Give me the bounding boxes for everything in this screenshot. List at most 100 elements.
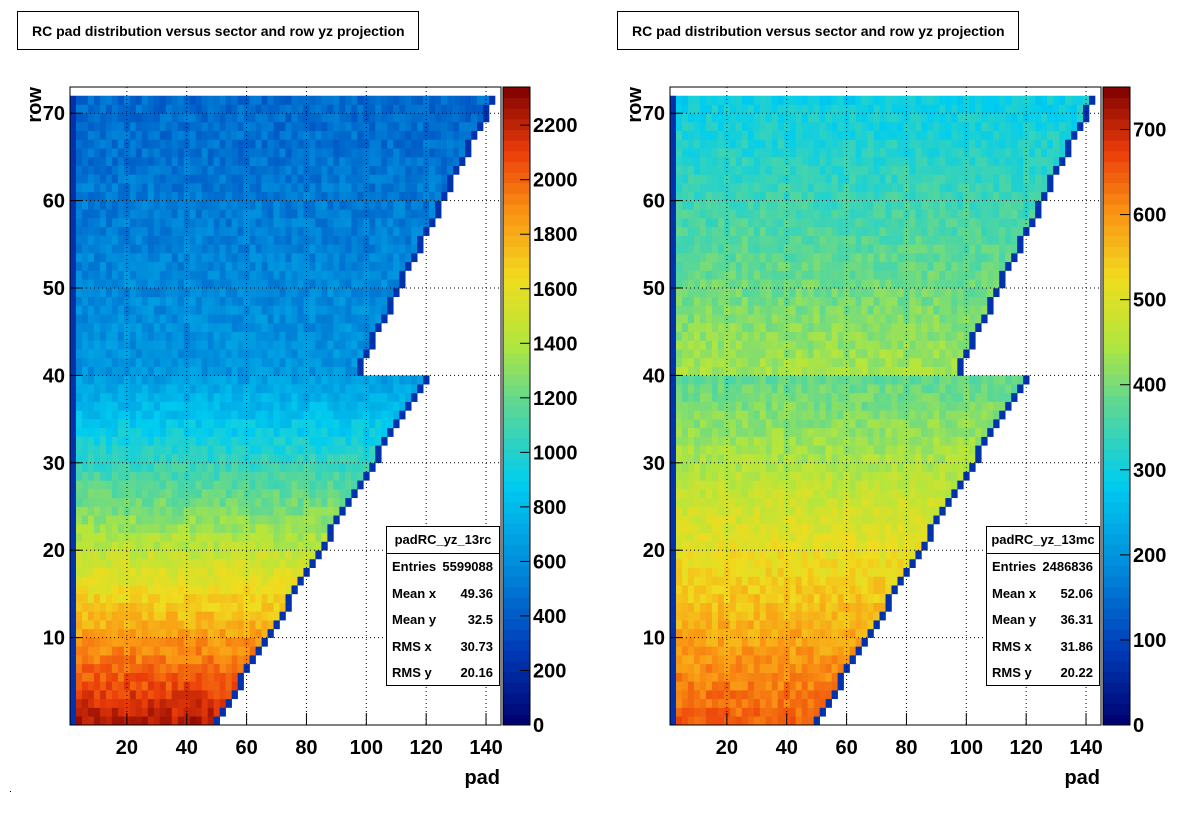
heatmap-cell [171, 331, 179, 341]
heatmap-cell [873, 532, 880, 542]
heatmap-cell [81, 366, 89, 376]
heatmap-cell [243, 174, 250, 184]
heatmap-cell [717, 637, 725, 647]
heatmap-cell [351, 279, 358, 289]
heatmap-cell [70, 515, 77, 525]
heatmap-cell [189, 567, 197, 577]
heatmap-cell [795, 628, 802, 638]
heatmap-cell [213, 165, 220, 175]
heatmap-cell [291, 270, 298, 280]
heatmap-cell [771, 690, 779, 700]
heatmap-cell [147, 480, 155, 490]
heatmap-cell [741, 480, 749, 490]
heatmap-cell [423, 156, 430, 166]
heatmap-cell [165, 567, 173, 577]
heatmap-cell [123, 663, 131, 673]
heatmap-cell [285, 558, 292, 568]
heatmap-cell [129, 104, 137, 114]
heatmap-cell [219, 663, 226, 673]
heatmap-cell [867, 489, 874, 499]
heatmap-cell [237, 375, 244, 385]
heatmap-cell [171, 541, 179, 551]
heatmap-cell [705, 611, 713, 621]
heatmap-cell [891, 550, 898, 560]
heatmap-cell [153, 165, 161, 175]
heatmap-cell [879, 593, 886, 603]
heatmap-cell [879, 489, 886, 499]
heatmap-cell [75, 331, 83, 341]
heatmap-cell [411, 104, 418, 114]
heatmap-cell [195, 655, 202, 665]
heatmap-cell [183, 567, 191, 577]
heatmap-cell [885, 567, 892, 577]
heatmap-cell [453, 156, 460, 166]
heatmap-cell [159, 174, 167, 184]
heatmap-cell [153, 410, 161, 420]
heatmap-cell [123, 314, 131, 324]
heatmap-cell [273, 121, 280, 131]
heatmap-cell [477, 113, 484, 123]
heatmap-cell [363, 296, 370, 306]
heatmap-cell [195, 462, 202, 472]
heatmap-cell [747, 480, 755, 490]
heatmap-cell [147, 698, 155, 708]
heatmap-cell [670, 445, 677, 455]
heatmap-cell [105, 550, 113, 560]
heatmap-cell [843, 593, 850, 603]
heatmap-cell [75, 244, 83, 254]
heatmap-cell [363, 454, 370, 464]
heatmap-cell [351, 445, 358, 455]
heatmap-cell [141, 200, 149, 210]
heatmap-cell [735, 471, 743, 481]
heatmap-cell [279, 139, 286, 149]
heatmap-cell [927, 532, 934, 542]
heatmap-cell [675, 628, 683, 638]
heatmap-cell [147, 532, 155, 542]
heatmap-cell [75, 253, 83, 263]
heatmap-cell [129, 489, 137, 499]
heatmap-cell [117, 585, 125, 595]
heatmap-cell [159, 611, 167, 621]
heatmap-cell [249, 611, 256, 621]
heatmap-cell [705, 681, 713, 691]
heatmap-cell [765, 593, 773, 603]
heatmap-cell [183, 174, 191, 184]
heatmap-cell [291, 366, 298, 376]
heatmap-cell [237, 445, 244, 455]
heatmap-cell [261, 585, 268, 595]
heatmap-cell [405, 130, 412, 140]
heatmap-cell [81, 139, 89, 149]
heatmap-cell [219, 401, 226, 411]
heatmap-cell [670, 541, 677, 551]
heatmap-cell [267, 218, 274, 228]
heatmap-cell [909, 523, 916, 534]
heatmap-cell [339, 366, 346, 376]
heatmap-cell [105, 454, 113, 464]
heatmap-cell [825, 567, 832, 577]
heatmap-cell [321, 523, 328, 534]
heatmap-cell [261, 567, 268, 577]
heatmap-cell [399, 174, 406, 184]
heatmap-cell [105, 191, 113, 201]
heatmap-cell [795, 480, 802, 490]
heatmap-cell [849, 637, 856, 647]
heatmap-cell [117, 698, 125, 708]
heatmap-cell [705, 585, 713, 595]
heatmap-cell [315, 515, 322, 525]
heatmap-cell [123, 690, 131, 700]
heatmap-cell [153, 523, 161, 534]
heatmap-cell [735, 637, 743, 647]
heatmap-cell [93, 191, 101, 201]
heatmap-cell [70, 95, 77, 105]
heatmap-cell [243, 331, 250, 341]
heatmap-cell [747, 585, 755, 595]
heatmap-cell [207, 401, 214, 411]
heatmap-cell [345, 165, 352, 175]
heatmap-cell [87, 104, 95, 114]
heatmap-cell [231, 628, 238, 638]
stats-row: Entries 5599088 [387, 554, 499, 581]
heatmap-cell [693, 454, 701, 464]
heatmap-cell [333, 270, 340, 280]
heatmap-cell [753, 480, 761, 490]
heatmap-cell [321, 200, 328, 210]
